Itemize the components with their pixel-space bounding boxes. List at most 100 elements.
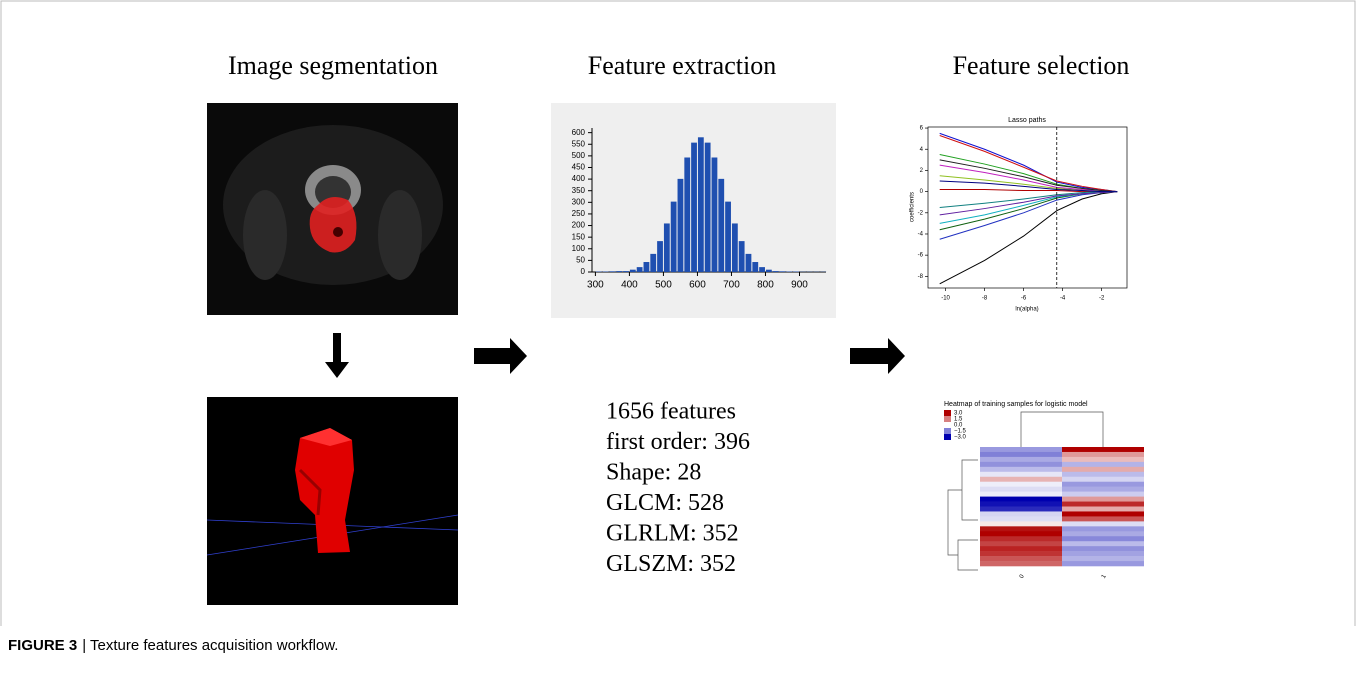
heatmap-cell: [980, 477, 1062, 482]
heatmap-cell: [1062, 561, 1144, 566]
bar: [732, 223, 738, 272]
heatmap-cell: [1062, 507, 1144, 512]
heatmap-cell: [1062, 536, 1144, 541]
heatmap-cell: [1062, 531, 1144, 536]
bar: [637, 267, 643, 272]
x-axis-label: ln(alpha): [1015, 307, 1038, 313]
y-tick-label: -2: [918, 210, 924, 216]
caption-label: FIGURE 3: [8, 637, 77, 654]
y-tick-label: 150: [572, 232, 586, 241]
feature-line: first order: 396: [606, 429, 750, 455]
bar: [752, 262, 758, 272]
y-tick-label: 450: [572, 163, 586, 172]
y-tick-label: 300: [572, 197, 586, 206]
x-tick-label: 900: [791, 280, 808, 291]
heatmap-cell: [1062, 462, 1144, 467]
y-tick-label: 350: [572, 186, 586, 195]
bar: [746, 254, 752, 272]
legend-swatch: [944, 410, 951, 416]
heatmap-cell: [980, 487, 1062, 492]
feature-line: GLRLM: 352: [606, 521, 739, 547]
y-tick-label: 400: [572, 174, 586, 183]
y-tick-label: 200: [572, 221, 586, 230]
y-tick-label: 250: [572, 209, 586, 218]
arrow-right: [850, 338, 905, 374]
bar: [780, 271, 786, 272]
x-tick-label: 400: [621, 280, 638, 291]
x-tick-label: -10: [941, 296, 950, 302]
x-tick-label: -6: [1021, 296, 1027, 302]
y-tick-label: 100: [572, 244, 586, 253]
feature-line: GLCM: 528: [606, 490, 724, 516]
lasso-panel: [900, 100, 1135, 318]
heatmap-cell: [1062, 521, 1144, 526]
feature-line: GLSZM: 352: [606, 551, 736, 577]
heatmap-cell: [980, 472, 1062, 477]
heatmap-cell: [1062, 511, 1144, 516]
legend-swatch: [944, 422, 951, 428]
y-tick-label: 600: [572, 128, 586, 137]
bar: [630, 270, 636, 272]
arrow-down: [325, 333, 349, 378]
x-tick-label: 600: [689, 280, 706, 291]
heatmap-cell: [1062, 526, 1144, 531]
column-label: 1: [1101, 573, 1108, 579]
heatmap-cell: [980, 556, 1062, 561]
heatmap-cell: [1062, 457, 1144, 462]
legend-label: −3.0: [954, 435, 967, 441]
heatmap-cell: [1062, 497, 1144, 502]
chart-title: Lasso paths: [1008, 117, 1046, 124]
heatmap-cell: [1062, 482, 1144, 487]
heatmap-cell: [1062, 467, 1144, 472]
heatmap-cell: [1062, 541, 1144, 546]
heatmap-cell: [980, 551, 1062, 556]
legend-swatch: [944, 434, 951, 440]
heatmap-cell: [980, 492, 1062, 497]
bar: [664, 223, 670, 272]
feature-line: 1656 features: [606, 399, 736, 425]
heatmap-cell: [1062, 447, 1144, 452]
heatmap-cell: [980, 507, 1062, 512]
heatmap-cell: [980, 502, 1062, 507]
heatmap-cell: [1062, 546, 1144, 551]
heatmap-cell: [1062, 502, 1144, 507]
heatmap-cell: [980, 447, 1062, 452]
heatmap-cell: [1062, 556, 1144, 561]
heatmap-cell: [1062, 551, 1144, 556]
heatmap-cell: [980, 546, 1062, 551]
bar: [739, 241, 745, 272]
column-label: 0: [1019, 573, 1026, 579]
heatmap-cell: [980, 511, 1062, 516]
heatmap-cell: [980, 467, 1062, 472]
bar: [684, 157, 690, 272]
bar: [623, 271, 629, 272]
heatmap-cell: [980, 536, 1062, 541]
y-tick-label: -6: [918, 253, 924, 259]
x-tick-label: 700: [723, 280, 740, 291]
heatmap-cell: [980, 452, 1062, 457]
x-tick-label: 300: [587, 280, 604, 291]
arrow-right: [474, 338, 527, 374]
bar: [657, 241, 663, 272]
bar: [759, 267, 765, 272]
bar: [650, 254, 656, 272]
heatmap-cell: [980, 516, 1062, 521]
bar: [712, 157, 718, 272]
heatmap-cell: [980, 561, 1062, 566]
legend-swatch: [944, 428, 951, 434]
heatmap-cell: [1062, 487, 1144, 492]
bar: [691, 143, 697, 272]
x-tick-label: 500: [655, 280, 672, 291]
y-tick-label: 550: [572, 139, 586, 148]
bar: [773, 271, 779, 272]
y-axis-label: coefficients: [910, 192, 916, 222]
heatmap-cell: [1062, 516, 1144, 521]
y-tick-label: 50: [576, 255, 585, 264]
bar: [698, 137, 704, 272]
figure: Image segmentation Feature extraction Fe…: [0, 0, 1356, 668]
heatmap-cell: [980, 497, 1062, 502]
heatmap-cell: [1062, 472, 1144, 477]
heatmap-cell: [980, 526, 1062, 531]
heatmap-cell: [980, 457, 1062, 462]
